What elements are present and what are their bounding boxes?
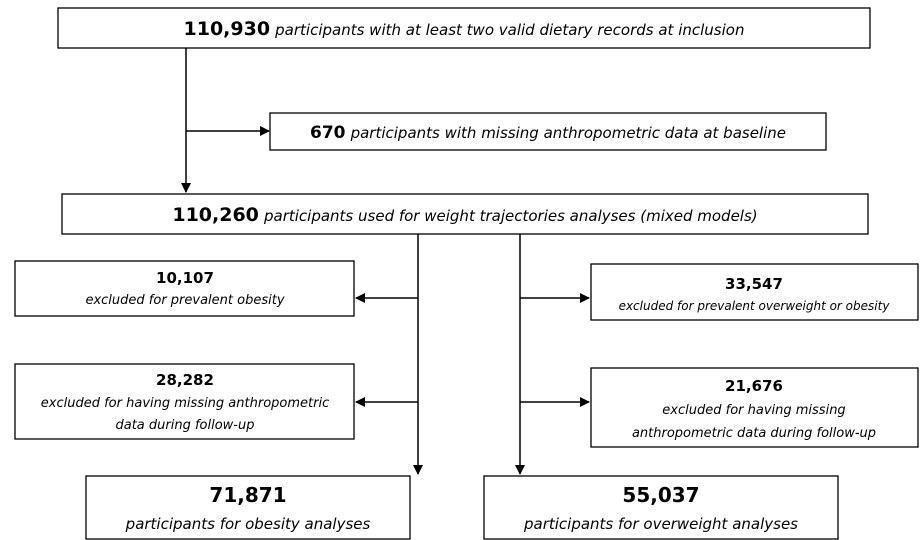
box-frame — [14, 363, 355, 440]
box-frame — [85, 475, 411, 540]
box: 71,871 participants for obesity analyses — [85, 475, 411, 540]
description: participants for obesity analyses — [125, 515, 371, 533]
count: 55,037 — [622, 483, 699, 507]
box: 21,676 excluded for having missing anthr… — [590, 367, 919, 448]
description: excluded for prevalent overweight or obe… — [619, 299, 891, 313]
description: excluded for prevalent obesity — [85, 293, 284, 308]
box-frame — [483, 475, 839, 540]
box-frame — [590, 367, 919, 448]
box-frame — [590, 263, 919, 321]
box-frame — [57, 7, 871, 49]
description: excluded for having missing — [662, 403, 845, 418]
description: participants with missing anthropometric… — [350, 124, 786, 142]
count: 33,547 — [725, 275, 783, 293]
description: data during follow-up — [115, 418, 254, 433]
box-frame — [61, 193, 869, 235]
count: 670 — [310, 123, 346, 143]
description: participants with at least two valid die… — [274, 21, 744, 39]
count: 28,282 — [156, 371, 214, 389]
count: 21,676 — [725, 377, 783, 395]
box-text: 670 participants with missing anthropome… — [310, 123, 786, 143]
box-frame — [14, 260, 355, 317]
box: 28,282 excluded for having missing anthr… — [14, 363, 355, 440]
box-frame — [269, 112, 827, 151]
count: 71,871 — [209, 483, 286, 507]
box-text: 110,930 participants with at least two v… — [184, 18, 745, 40]
box: 110,260 participants used for weight tra… — [61, 193, 869, 235]
description: participants used for weight trajectorie… — [263, 207, 758, 225]
connectors — [181, 48, 590, 475]
count: 110,260 — [172, 204, 259, 226]
description: anthropometric data during follow-up — [632, 426, 876, 441]
count: 10,107 — [156, 269, 214, 287]
box: 110,930 participants with at least two v… — [57, 7, 871, 49]
box-text: 110,260 participants used for weight tra… — [172, 204, 757, 226]
box: 670 participants with missing anthropome… — [269, 112, 827, 151]
description: participants for overweight analyses — [523, 515, 798, 533]
count: 110,930 — [184, 18, 271, 40]
box: 10,107 excluded for prevalent obesity — [14, 260, 355, 317]
box: 33,547 excluded for prevalent overweight… — [590, 263, 919, 321]
box: 55,037 participants for overweight analy… — [483, 475, 839, 540]
description: excluded for having missing anthropometr… — [41, 396, 329, 411]
